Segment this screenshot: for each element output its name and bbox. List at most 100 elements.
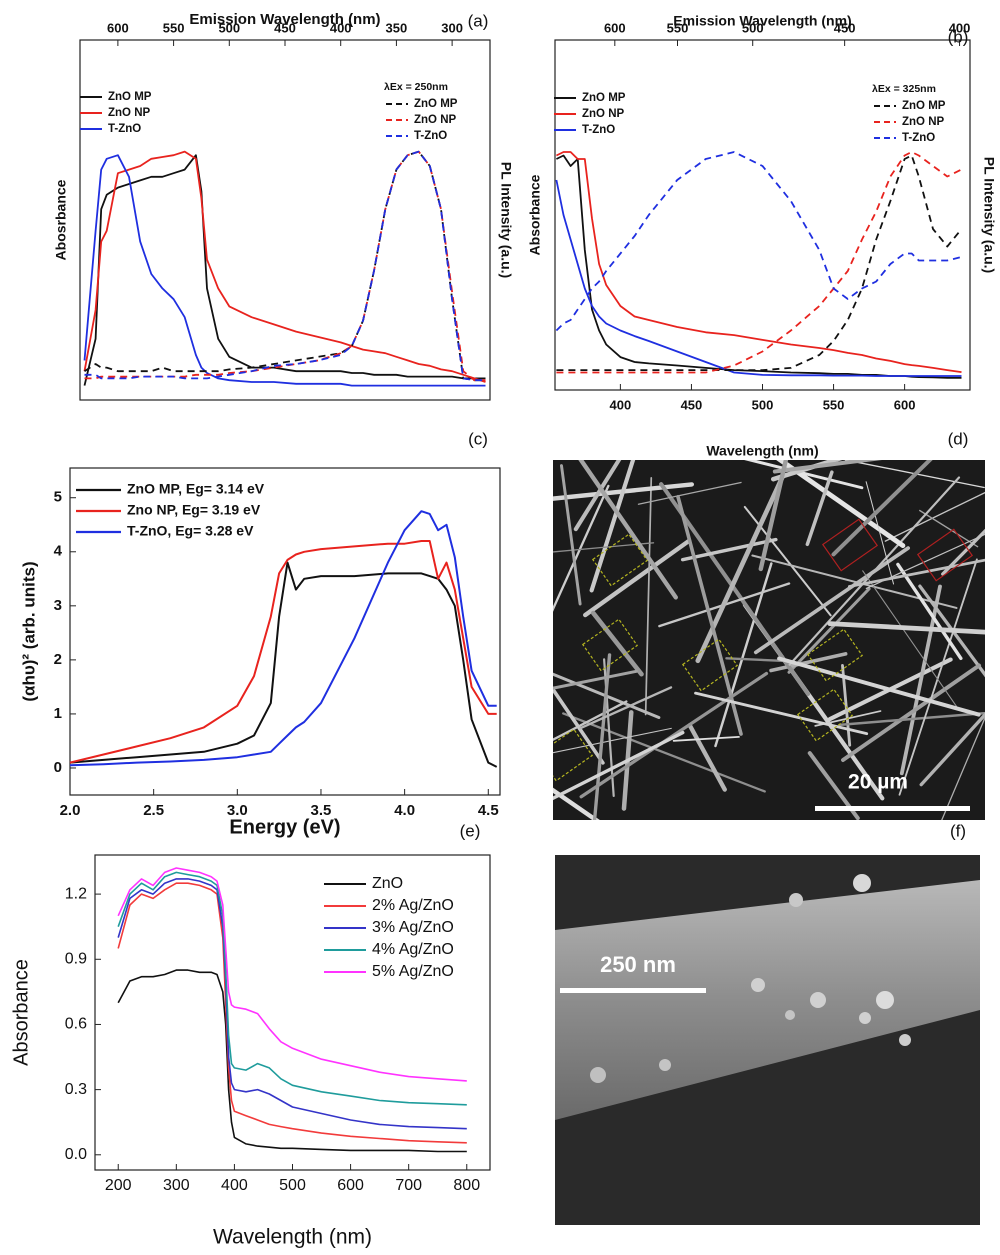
x-tick-label: 400 [221, 1177, 248, 1194]
sem-spike [676, 494, 743, 736]
nanoparticle [876, 991, 894, 1009]
sem-spike [758, 460, 789, 572]
sem-spike [592, 653, 612, 820]
sem-image [553, 460, 985, 820]
sem-spike [562, 712, 766, 793]
nanorod [555, 880, 980, 1120]
sem-spike [847, 558, 985, 588]
series-line [84, 150, 486, 382]
x-tick-label: 2.0 [60, 802, 81, 819]
x-tick-label: 450 [274, 20, 296, 35]
legend-label: ZnO MP, Eg= 3.14 eV [127, 481, 265, 497]
scale-bar-label: 250 nm [600, 952, 676, 977]
sem-spike [941, 528, 985, 576]
sem-spike [896, 562, 963, 661]
y-axis-label: (αhυ)² (arb. units) [19, 561, 38, 701]
legend-label: ZnO MP [414, 98, 458, 110]
series-line [555, 179, 962, 377]
y-axis-label: Absorbance [527, 174, 543, 255]
sem-spike [553, 542, 655, 553]
legend-label: 4% Ag/ZnO [372, 941, 454, 958]
x2-tick-label: 600 [604, 20, 626, 35]
x-tick-label: 500 [752, 397, 774, 412]
y2-axis-label: PL Intensity (a.u.) [498, 162, 514, 278]
x-tick-label: 400 [610, 397, 632, 412]
roi-box [821, 518, 879, 572]
x-tick-label: 300 [441, 20, 463, 35]
panel-label: (d) [948, 429, 969, 448]
nanoparticle [659, 1059, 671, 1071]
series-line [117, 867, 467, 1082]
x-tick-label: 300 [163, 1177, 190, 1194]
sem-spike [553, 669, 638, 690]
sem-spike [680, 537, 778, 562]
sem-spike [805, 470, 834, 547]
x-tick-label: 2.5 [143, 802, 164, 819]
x-axis-label: Wavelength (nm) [706, 443, 818, 459]
y-tick-label: 0 [54, 759, 62, 776]
y-axis-label: Absorbance [10, 959, 32, 1066]
sem-spike [644, 477, 653, 716]
sem-spike [753, 546, 910, 655]
legend-label: T-ZnO [582, 124, 615, 136]
legend-label: ZnO [372, 875, 403, 892]
series-line [556, 151, 962, 373]
sem-spike [787, 587, 871, 674]
y-tick-label: 0.6 [65, 1016, 87, 1033]
y-tick-label: 1.2 [65, 885, 87, 902]
y-tick-label: 5 [54, 489, 62, 506]
sem-spike [831, 460, 933, 557]
legend-label: ZnO NP [902, 116, 944, 128]
sem-spike [841, 663, 982, 763]
legend-label: ZnO MP [902, 100, 946, 112]
sem-spike [553, 482, 695, 501]
legend-label: 3% Ag/ZnO [372, 919, 454, 936]
series-line [83, 150, 486, 383]
x2-axis-label: Emission Wavelength (nm) [673, 13, 851, 29]
x2-tick-label: 450 [834, 20, 856, 35]
sem-spike [919, 712, 985, 787]
sem-spike [941, 716, 985, 820]
sem-spike [579, 671, 769, 799]
x-tick-label: 450 [681, 397, 703, 412]
x-axis-label: Emission Wavelength (nm) [189, 11, 380, 28]
x-tick-label: 600 [894, 397, 916, 412]
sem-spike [694, 691, 869, 736]
series-line [69, 561, 498, 768]
series-line [556, 154, 963, 371]
sem-spike [579, 686, 673, 730]
sem-spike [865, 533, 985, 590]
x-tick-label: 600 [337, 1177, 364, 1194]
x-tick-label: 400 [330, 20, 352, 35]
x-tick-label: 800 [453, 1177, 480, 1194]
roi-box [591, 533, 649, 587]
sem-spike [827, 621, 985, 635]
legend-label: ZnO NP [414, 114, 456, 126]
sem-spike [714, 562, 773, 748]
sem-spike [578, 460, 678, 600]
x-tick-label: 500 [218, 20, 240, 35]
nanoparticle [785, 1010, 795, 1020]
roi-box [581, 618, 639, 672]
panel-label: (f) [950, 821, 966, 840]
legend-label: 2% Ag/ZnO [372, 897, 454, 914]
y-tick-label: 0.9 [65, 950, 87, 967]
sem-spike [553, 686, 605, 765]
legend-label: T-ZnO [902, 132, 935, 144]
legend-label: ZnO NP [108, 107, 150, 119]
legend-label: T-ZnO [108, 123, 141, 135]
legend-label: ZnO MP [108, 91, 152, 103]
sem-image [555, 855, 980, 1225]
legend-label: ZnO NP [582, 108, 624, 120]
legend-label: Zno NP, Eg= 3.19 eV [127, 502, 261, 518]
roi-box [916, 528, 974, 582]
sem-spike [777, 656, 981, 717]
x-tick-label: 200 [105, 1177, 132, 1194]
y-tick-label: 3 [54, 597, 62, 614]
sem-spike [553, 672, 661, 720]
nanoparticle [859, 1012, 871, 1024]
sem-spike [919, 509, 979, 548]
nanoparticle [751, 978, 765, 992]
sem-spike [772, 460, 883, 474]
